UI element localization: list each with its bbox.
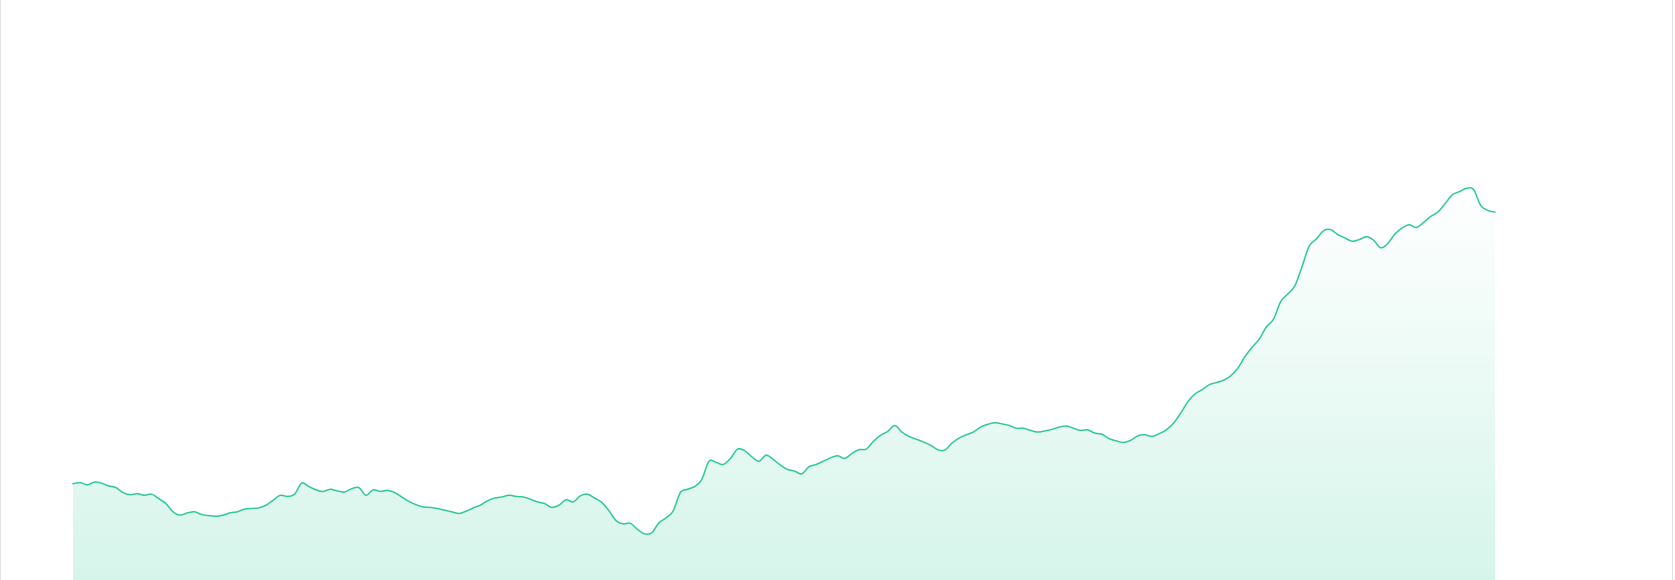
series-line: [72, 186, 1496, 535]
series-area: [73, 187, 1495, 580]
